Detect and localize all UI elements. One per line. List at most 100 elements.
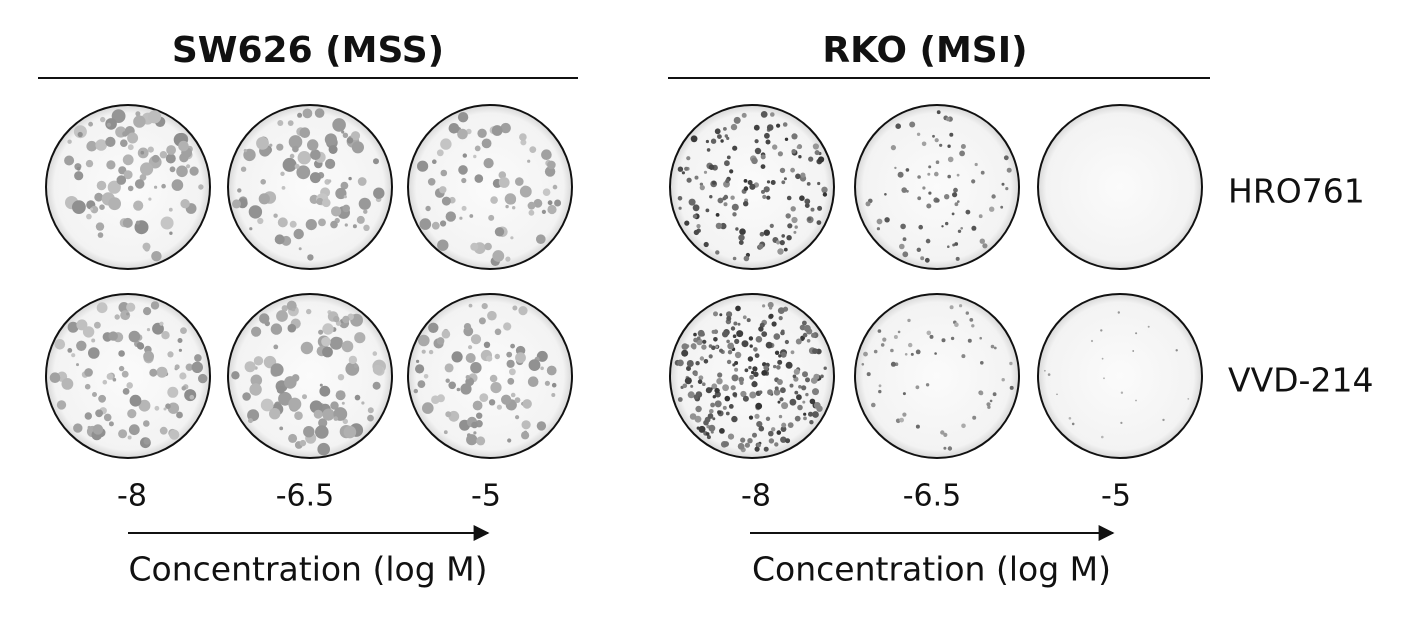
colony [917,196,922,201]
colony [515,352,526,364]
colony [751,381,758,388]
colony [803,416,807,421]
colony [805,392,809,397]
colony [705,139,710,144]
colony [810,377,818,384]
colony [451,351,463,363]
colony [134,179,145,189]
colony [763,229,770,236]
colony [72,200,86,215]
colony [463,323,472,331]
colony [310,149,321,160]
colony [118,429,128,439]
colony [277,217,288,228]
colony [916,247,921,252]
colony [494,328,502,336]
colony [286,300,297,311]
colony [108,197,121,211]
colony [754,353,760,358]
colony [278,391,292,406]
colony [546,365,557,376]
colony [85,159,94,168]
colony [274,234,285,245]
colony [812,143,820,150]
colony [358,197,371,210]
colony [767,301,774,308]
colony [724,134,728,138]
colony [902,251,909,258]
colony [693,332,697,337]
colony [289,153,295,159]
colony [959,150,965,157]
plate-dish [1037,104,1203,270]
panel-title: SW626 (MSS) [172,30,444,71]
colony [427,178,436,186]
colony [353,363,358,368]
colony [340,181,349,190]
colony [441,196,451,206]
colony [876,227,881,231]
colony [82,326,95,338]
colony [954,202,959,207]
colony [719,313,723,317]
colony [776,240,781,245]
colony [743,255,750,262]
colony [166,145,177,155]
colony [945,221,949,226]
colony [76,166,81,171]
colony [127,144,134,151]
colony [717,134,722,140]
colony [809,398,816,405]
colony [477,128,487,138]
colony [363,224,370,231]
colony [753,124,760,131]
colony [978,214,983,219]
colony [490,382,502,394]
colony [876,218,883,225]
colony [259,313,270,324]
colony [873,349,878,354]
colony [297,112,303,118]
colony [693,372,698,377]
colony [723,441,729,447]
concentration-label: -8 [117,479,147,514]
colony [509,368,516,376]
colony [789,398,797,406]
colony [686,177,692,183]
colony [443,430,448,435]
colony [149,368,158,377]
colony [738,240,744,246]
colony [739,380,744,385]
colony [527,201,536,210]
colony [315,425,329,439]
colony [740,390,747,398]
colony [724,395,731,402]
colony [177,338,183,343]
colony [791,133,798,140]
colony [768,313,774,319]
colony [151,154,160,163]
colony [522,399,532,409]
colony [796,394,802,401]
colony [747,438,753,444]
colony [163,407,167,411]
colony [544,380,551,386]
colony [133,115,146,128]
concentration-label: -6.5 [276,479,335,514]
colony [696,336,701,341]
colony [253,356,264,366]
colony [469,214,474,218]
colony [73,125,87,139]
colony [926,330,932,336]
colony [795,338,802,345]
colony [551,393,556,397]
colony [792,374,797,379]
colony [915,424,920,429]
colony [733,321,738,326]
colony [281,305,288,312]
colony [515,177,524,186]
colony [681,343,689,350]
colony [122,388,130,395]
colony [784,137,789,141]
colony [902,237,907,242]
